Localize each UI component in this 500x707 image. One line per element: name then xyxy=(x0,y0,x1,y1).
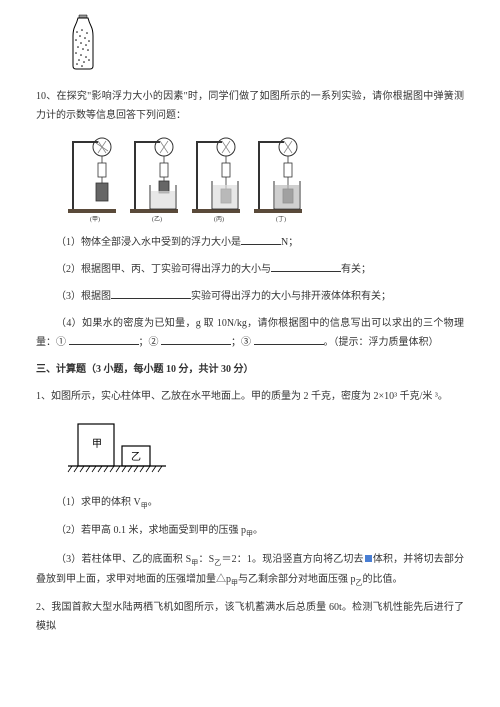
blank xyxy=(161,335,231,345)
q1-sub2-post: 。 xyxy=(253,525,263,536)
q1-intro: 1、如图所示，实心柱体甲、乙放在水平地面上。甲的质量为 2 千克，密度为 2×1… xyxy=(36,387,464,406)
q10-sub1: （1）物体全部浸入水中受到的浮力大小是 N； xyxy=(36,233,464,252)
bottle-figure xyxy=(66,12,464,79)
svg-text:乙: 乙 xyxy=(131,451,141,463)
q10-apparatus-figure: (甲) (乙) (丙) xyxy=(66,133,464,223)
sub-jia: 甲 xyxy=(246,530,253,538)
svg-text:(丁): (丁) xyxy=(276,216,286,223)
q10-sub4-c: ；③ xyxy=(231,337,251,348)
q10-intro: 10、在探究"影响浮力大小的因素"时，同学们做了如图所示的一系列实验，请你根据图… xyxy=(36,87,464,125)
q10-sub1-a: （1）物体全部浸入水中受到的浮力大小是 xyxy=(56,237,241,248)
section3-title: 三、计算题（3 小题，每小题 10 分，共计 30 分） xyxy=(36,360,464,379)
blank xyxy=(271,262,341,272)
blank xyxy=(241,235,281,245)
q10-sub2-a: （2）根据图甲、丙、丁实验可得出浮力的大小与 xyxy=(56,264,271,275)
svg-text:(乙): (乙) xyxy=(152,216,162,223)
q10-sub4: （4）如果水的密度为已知量，g 取 10N/kg，请你根据图中的信息写出可以求出… xyxy=(36,314,464,352)
svg-text:(丙): (丙) xyxy=(214,216,224,223)
blank xyxy=(254,335,324,345)
q1-sub3-b: ：S xyxy=(198,554,214,565)
q10-sub2: （2）根据图甲、丙、丁实验可得出浮力的大小与 有关； xyxy=(36,260,464,279)
q10-sub3-a: （3）根据图 xyxy=(56,291,111,302)
q10-sub2-b: 有关； xyxy=(341,264,371,275)
q1-sub3-e: 与乙剩余部分对地面压强 p xyxy=(238,574,356,585)
q10-sub3-b: 实验可得出浮力的大小与排开液体体积有关； xyxy=(191,291,391,302)
blue-marker-icon xyxy=(365,555,372,562)
q1-figure: 甲 乙 xyxy=(66,416,464,483)
q1-sub1-text: （1）求甲的体积 V xyxy=(56,497,141,508)
q1-sub2-text: （2）若甲高 0.1 米，求地面受到甲的压强 p xyxy=(56,525,246,536)
q1-sub3-f: 的比值。 xyxy=(363,574,403,585)
q10-sub4-b: ；② xyxy=(139,337,159,348)
sub-jia: 甲 xyxy=(231,579,238,587)
sub-jia: 甲 xyxy=(141,502,148,510)
svg-text:(甲): (甲) xyxy=(90,216,100,223)
q10-sub3: （3）根据图 实验可得出浮力的大小与排开液体体积有关； xyxy=(36,287,464,306)
sub-yi: 乙 xyxy=(356,579,363,587)
svg-text:甲: 甲 xyxy=(92,439,102,450)
q1-sub1: （1）求甲的体积 V甲。 xyxy=(36,493,464,513)
q1-sub3: （3）若柱体甲、乙的底面积 S甲：S乙＝2：1。现沿竖直方向将乙切去体积，并将切… xyxy=(36,550,464,591)
q2-text: 2、我国首款大型水陆两栖飞机如图所示，该飞机蓄满水后总质量 60t。检测飞机性能… xyxy=(36,598,464,636)
blank xyxy=(69,335,139,345)
q10-sub4-d: 。（提示：浮力质量体积） xyxy=(324,337,439,348)
q1-sub3-c: ＝2：1。现沿竖直方向将乙切去 xyxy=(221,554,363,565)
q1-sub2: （2）若甲高 0.1 米，求地面受到甲的压强 p甲。 xyxy=(36,521,464,541)
q1-sub3-a: （3）若柱体甲、乙的底面积 S xyxy=(56,554,191,565)
q1-sub1-post: 。 xyxy=(148,497,158,508)
blank xyxy=(111,289,191,299)
q10-sub1-b: N； xyxy=(281,237,298,248)
